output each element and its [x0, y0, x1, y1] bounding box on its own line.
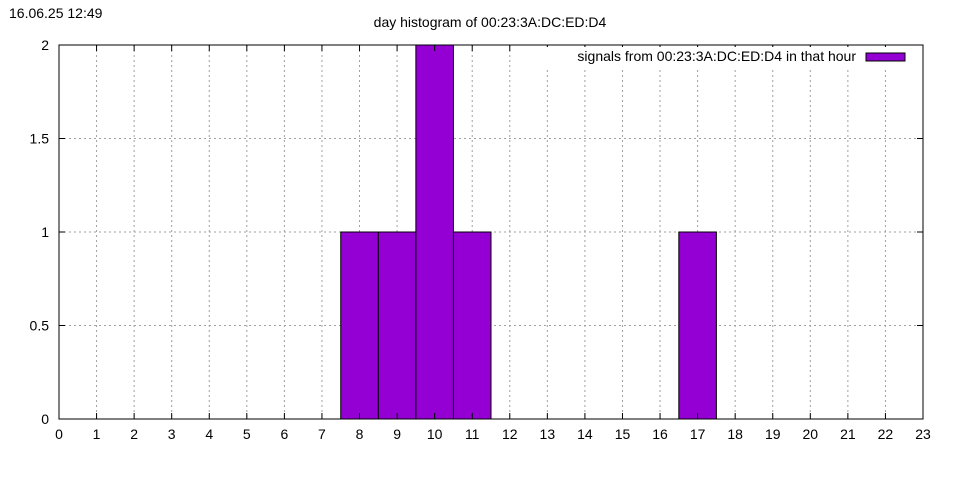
- bar-hour-11: [452, 231, 492, 420]
- bar-hour-9: [377, 231, 417, 420]
- x-tick-label: 3: [168, 426, 176, 442]
- x-tick-label: 13: [540, 426, 556, 442]
- x-tick-label: 7: [318, 426, 326, 442]
- bar-hour-17: [678, 231, 717, 420]
- x-tick-label: 19: [765, 426, 781, 442]
- x-tick-label: 18: [727, 426, 743, 442]
- x-tick-label: 14: [577, 426, 593, 442]
- y-tick-label: 0: [41, 411, 49, 427]
- x-tick-label: 8: [356, 426, 364, 442]
- bars: [340, 44, 717, 420]
- x-tick-label: 4: [205, 426, 213, 442]
- legend-swatch: [865, 52, 906, 62]
- x-tick-label: 17: [690, 426, 706, 442]
- x-tick-label: 21: [840, 426, 856, 442]
- y-tick-label: 1: [41, 224, 49, 240]
- x-tick-label: 12: [502, 426, 518, 442]
- x-tick-label: 9: [393, 426, 401, 442]
- x-tick-label: 5: [243, 426, 251, 442]
- x-tick-label: 23: [915, 426, 931, 442]
- bar-hour-8: [340, 231, 379, 420]
- y-tick-label: 2: [41, 37, 49, 53]
- y-tick-label: 1.5: [30, 131, 50, 147]
- x-tick-label: 11: [465, 426, 480, 442]
- x-tick-label: 10: [427, 426, 443, 442]
- bar-hour-10: [415, 44, 454, 420]
- x-tick-label: 15: [615, 426, 631, 442]
- timestamp: 16.06.25 12:49: [9, 5, 103, 21]
- chart-title: day histogram of 00:23:3A:DC:ED:D4: [374, 14, 607, 30]
- x-tick-label: 6: [280, 426, 288, 442]
- x-tick-label: 20: [803, 426, 819, 442]
- x-tick-label: 16: [652, 426, 668, 442]
- x-tick-label: 1: [93, 426, 101, 442]
- y-tick-label: 0.5: [30, 318, 50, 334]
- axis-ticks: 0 1 2 3 4 5 6 7 8 9 10 11 12 13 14 15 16 17 18 19 20 21 22 2300…: [30, 37, 931, 442]
- x-tick-label: 2: [130, 426, 138, 442]
- legend-label: signals from 00:23:3A:DC:ED:D4 in that h…: [577, 48, 856, 64]
- x-tick-label: 0: [55, 426, 63, 442]
- legend-background: [530, 47, 915, 67]
- x-tick-label: 22: [878, 426, 894, 442]
- legend: signals from 00:23:3A:DC:ED:D4 in that h…: [530, 47, 915, 67]
